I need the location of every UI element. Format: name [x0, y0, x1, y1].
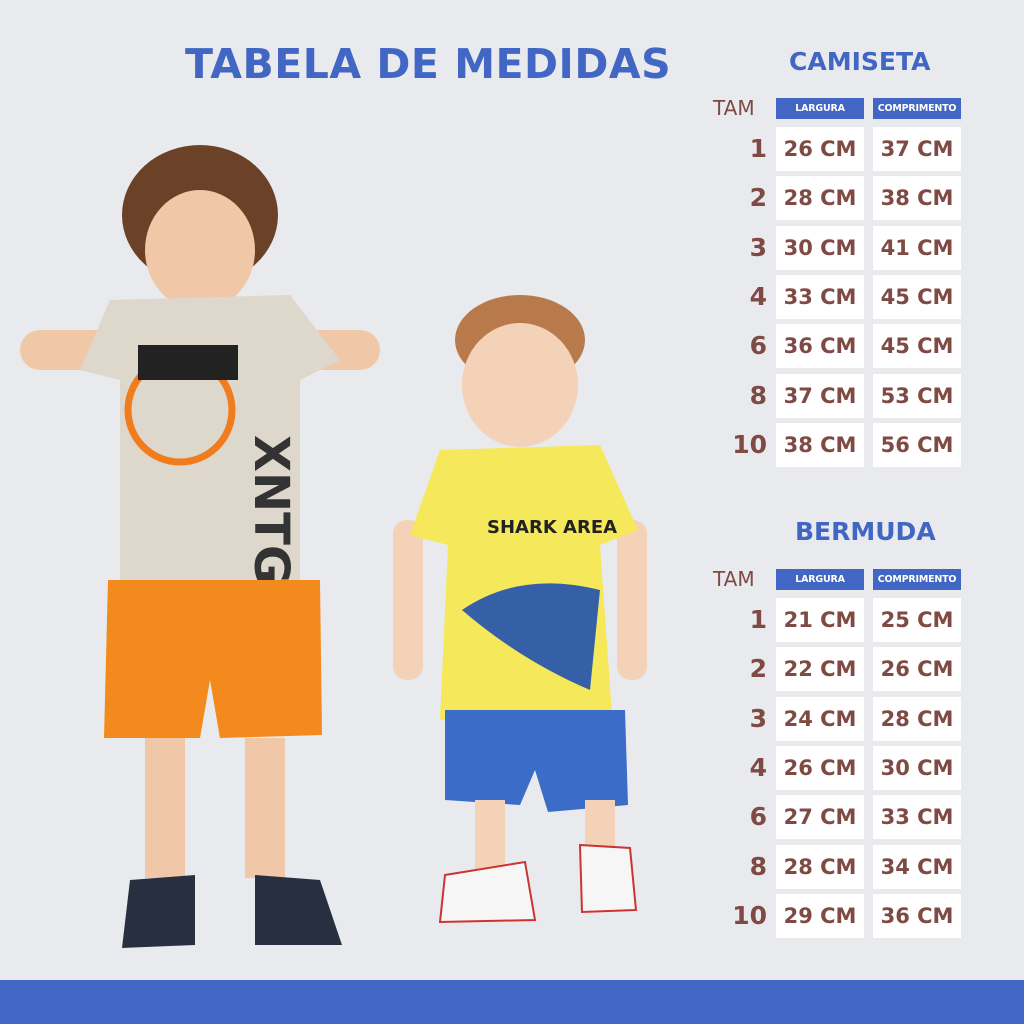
size-value: 4 — [749, 752, 767, 782]
camiseta-heading: CAMISETA — [789, 47, 931, 76]
product-photo-children: XNTGHT SHARK AREA — [20, 145, 647, 948]
largura-value: 27 CM — [776, 795, 864, 840]
shirt-print-shark-area: SHARK AREA — [487, 517, 617, 538]
camiseta-table-row: 4 33 CM 45 CM — [720, 274, 965, 319]
comprimento-value: 36 CM — [873, 893, 961, 938]
bermuda-table-row: 4 26 CM 30 CM — [720, 745, 965, 790]
comprimento-value: 45 CM — [873, 324, 961, 369]
comprimento-value: 56 CM — [873, 422, 961, 467]
size-value: 10 — [732, 900, 767, 930]
comprimento-value: 33 CM — [873, 795, 961, 840]
camiseta-col-comprimento: COMPRIMENTO — [873, 98, 961, 119]
bermuda-table-row: 8 28 CM 34 CM — [720, 844, 965, 889]
bermuda-table-row: 2 22 CM 26 CM — [720, 647, 965, 692]
bermuda-table-row: 10 29 CM 36 CM — [720, 893, 965, 938]
largura-value: 38 CM — [776, 422, 864, 467]
comprimento-value: 37 CM — [873, 127, 961, 171]
comprimento-value: 38 CM — [873, 176, 961, 221]
bermuda-table-row: 3 24 CM 28 CM — [720, 696, 965, 741]
size-value: 2 — [749, 654, 767, 684]
size-value: 1 — [749, 605, 767, 634]
camiseta-table-row: 6 36 CM 45 CM — [720, 324, 965, 369]
camiseta-col-largura: LARGURA — [776, 98, 864, 119]
bermuda-col-comprimento: COMPRIMENTO — [873, 569, 961, 590]
toddler-image: SHARK AREA — [393, 295, 647, 924]
largura-value: 28 CM — [776, 176, 864, 221]
camiseta-table-row: 10 38 CM 56 CM — [720, 422, 965, 467]
size-value: 8 — [749, 380, 767, 410]
largura-value: 26 CM — [776, 745, 864, 790]
camiseta-table-row: 3 30 CM 41 CM — [720, 225, 965, 270]
camiseta-table-row: 8 37 CM 53 CM — [720, 373, 965, 418]
camiseta-table-row: 2 28 CM 38 CM — [720, 176, 965, 221]
bermuda-col-largura: LARGURA — [776, 569, 864, 590]
largura-value: 28 CM — [776, 844, 864, 889]
page-title: TABELA DE MEDIDAS — [185, 40, 672, 88]
size-value: 6 — [749, 331, 767, 361]
bermuda-size-label: TAM — [713, 567, 755, 591]
comprimento-value: 25 CM — [873, 598, 961, 642]
size-value: 4 — [749, 281, 767, 311]
largura-value: 22 CM — [776, 647, 864, 692]
bermuda-table-row: 1 21 CM 25 CM — [720, 598, 965, 642]
largura-value: 30 CM — [776, 225, 864, 270]
largura-value: 33 CM — [776, 274, 864, 319]
size-value: 3 — [749, 703, 767, 733]
largura-value: 24 CM — [776, 696, 864, 741]
comprimento-value: 45 CM — [873, 274, 961, 319]
size-value: 2 — [749, 183, 767, 213]
largura-value: 26 CM — [776, 127, 864, 171]
size-value: 1 — [749, 134, 767, 163]
largura-value: 29 CM — [776, 893, 864, 938]
size-value: 10 — [732, 429, 767, 459]
largura-value: 36 CM — [776, 324, 864, 369]
largura-value: 37 CM — [776, 373, 864, 418]
comprimento-value: 26 CM — [873, 647, 961, 692]
older-boy-image: XNTGHT — [20, 145, 380, 948]
size-value: 3 — [749, 232, 767, 262]
camiseta-table-row: 1 26 CM 37 CM — [720, 127, 965, 171]
size-value: 6 — [749, 802, 767, 832]
bermuda-heading: BERMUDA — [795, 517, 936, 546]
comprimento-value: 34 CM — [873, 844, 961, 889]
bermuda-table-row: 6 27 CM 33 CM — [720, 795, 965, 840]
comprimento-value: 53 CM — [873, 373, 961, 418]
comprimento-value: 30 CM — [873, 745, 961, 790]
camiseta-size-label: TAM — [713, 96, 755, 120]
footer-bar — [0, 980, 1024, 1024]
largura-value: 21 CM — [776, 598, 864, 642]
size-value: 8 — [749, 851, 767, 881]
comprimento-value: 28 CM — [873, 696, 961, 741]
comprimento-value: 41 CM — [873, 225, 961, 270]
